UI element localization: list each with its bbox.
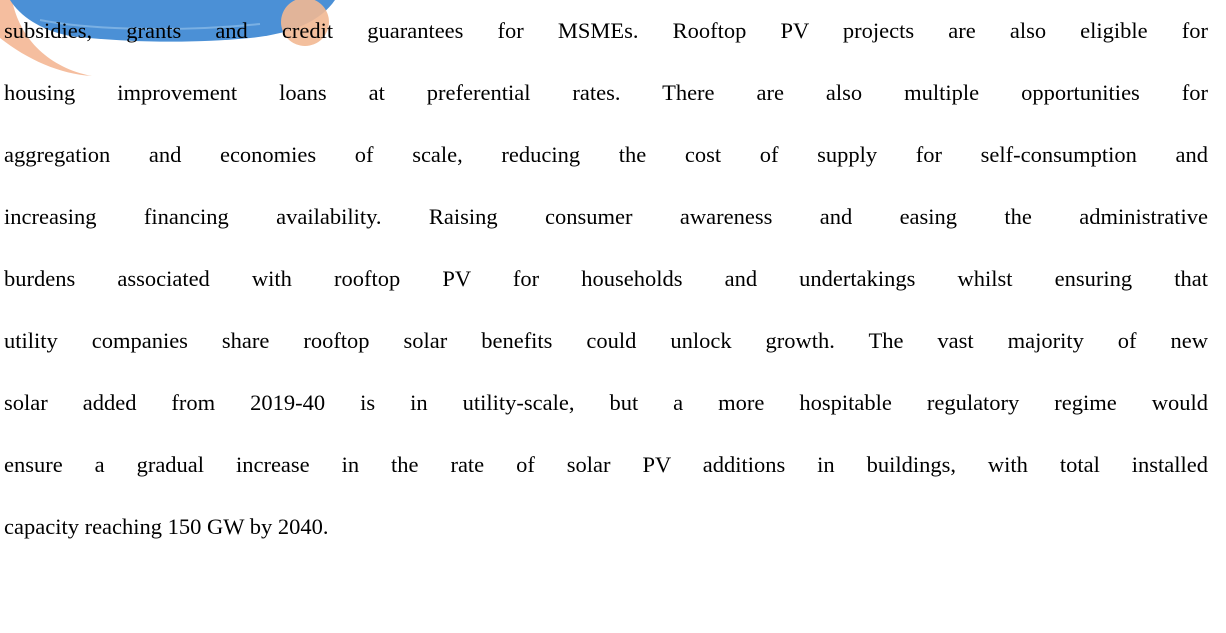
- peach-circle: [281, 0, 329, 46]
- blue-blob: [10, 0, 335, 42]
- text-line: subsidies, grants and credit guarantees …: [4, 18, 1208, 43]
- peach-swoosh: [0, 0, 92, 76]
- text-line: utility companies share rooftop solar be…: [4, 328, 1208, 353]
- text-line: capacity reaching 150 GW by 2040.: [4, 514, 329, 539]
- paragraph: subsidies, grants and credit guarantees …: [4, 0, 1208, 558]
- text-line: aggregation and economies of scale, redu…: [4, 142, 1208, 167]
- text-line: ensure a gradual increase in the rate of…: [4, 452, 1208, 477]
- text-line: housing improvement loans at preferentia…: [4, 80, 1208, 105]
- text-line: solar added from 2019-40 is in utility-s…: [4, 390, 1208, 415]
- decoration: [0, 0, 335, 76]
- text-line: increasing financing availability. Raisi…: [4, 204, 1208, 229]
- text-line: burdens associated with rooftop PV for h…: [4, 266, 1208, 291]
- brush-stroke: [39, 19, 261, 30]
